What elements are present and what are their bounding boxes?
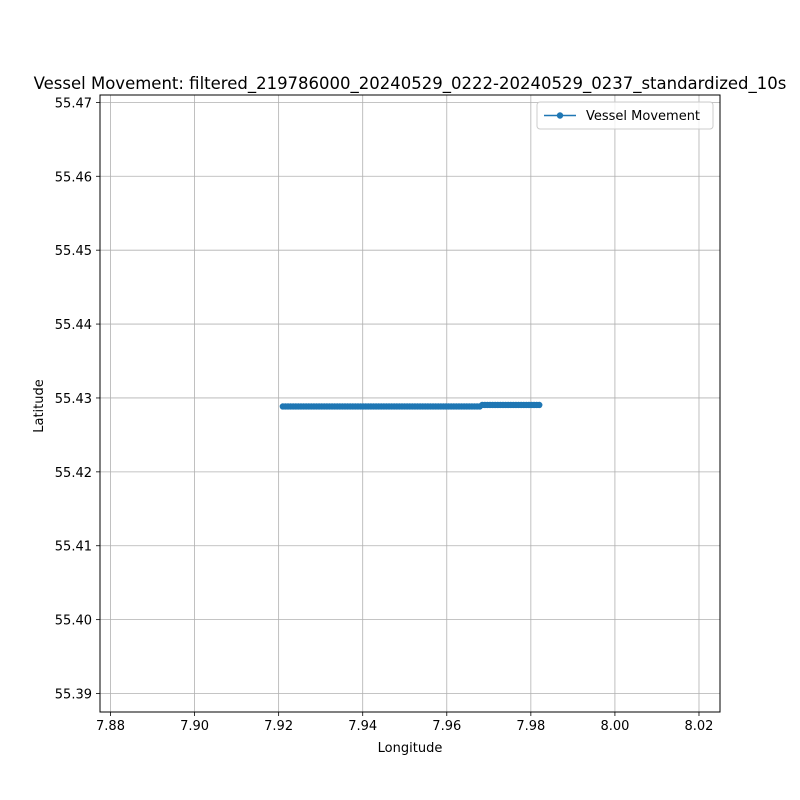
x-axis-ticks: 7.88 7.90 7.92 7.94 7.96 7.98 8.00 8.02 xyxy=(96,712,713,734)
y-tick-label: 55.42 xyxy=(55,466,92,481)
y-tick-label: 55.39 xyxy=(55,688,92,703)
y-tick-label: 55.46 xyxy=(55,170,92,185)
chart-title: Vessel Movement: filtered_219786000_2024… xyxy=(34,74,787,94)
legend: Vessel Movement xyxy=(536,101,714,130)
legend-label: Vessel Movement xyxy=(586,109,700,124)
plot-frame xyxy=(99,94,721,713)
x-tick-label: 7.96 xyxy=(432,719,461,734)
y-tick-label: 55.41 xyxy=(55,540,92,555)
data-point xyxy=(536,401,543,409)
y-tick-label: 55.40 xyxy=(55,614,92,629)
y-axis-label: Latitude xyxy=(32,379,47,433)
x-axis-label: Longitude xyxy=(378,741,443,756)
legend-marker xyxy=(556,112,564,119)
x-tick-label: 7.94 xyxy=(348,719,377,734)
x-tick-label: 7.90 xyxy=(180,719,209,734)
y-tick-label: 55.45 xyxy=(55,244,92,259)
y-tick-label: 55.43 xyxy=(55,392,92,407)
y-axis-ticks: 55.39 55.40 55.41 55.42 55.43 55.44 55.45 55.46… xyxy=(55,96,100,703)
y-tick-label: 55.47 xyxy=(55,96,92,111)
y-tick-label: 55.44 xyxy=(55,318,92,333)
legend-box xyxy=(536,101,714,130)
x-tick-label: 7.92 xyxy=(264,719,293,734)
x-tick-label: 7.98 xyxy=(516,719,545,734)
x-tick-label: 8.02 xyxy=(685,719,714,734)
series-vessel-movement xyxy=(279,401,543,410)
x-tick-label: 8.00 xyxy=(600,719,629,734)
x-tick-label: 7.88 xyxy=(96,719,125,734)
